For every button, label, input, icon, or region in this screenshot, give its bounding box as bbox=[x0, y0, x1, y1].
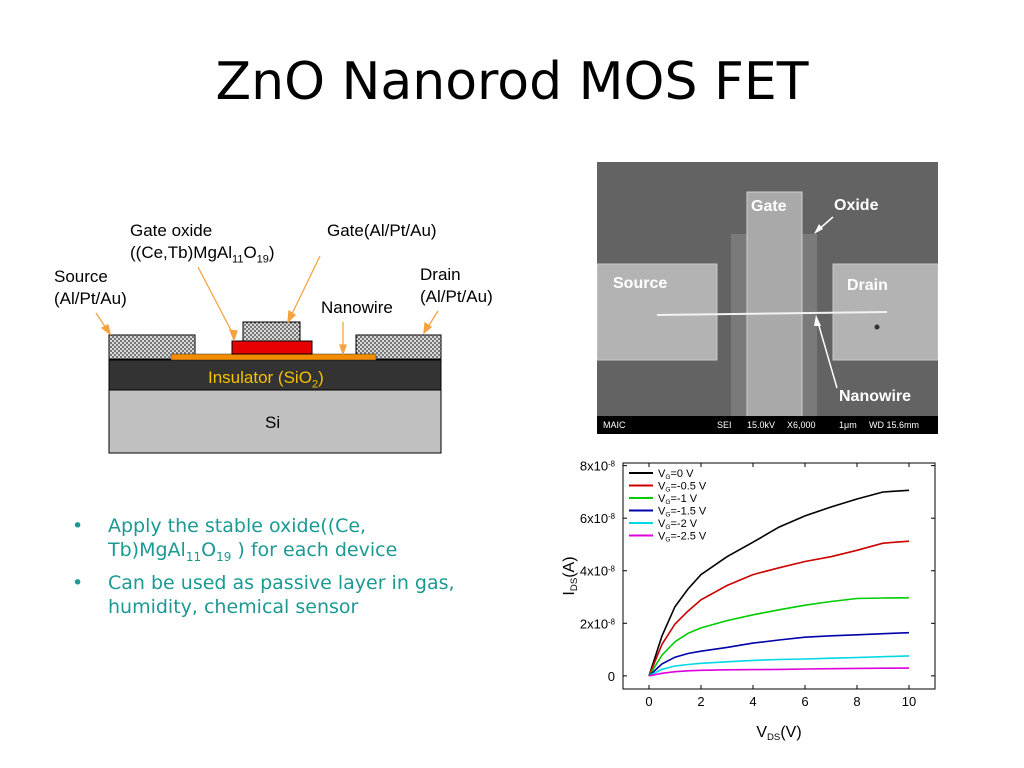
x-tick-label: 2 bbox=[697, 694, 704, 709]
x-tick-label: 8 bbox=[853, 694, 860, 709]
gate-electrode bbox=[242, 321, 301, 342]
y-tick-label: 6x10-8 bbox=[580, 511, 615, 526]
drain-label: Drain (Al/Pt/Au) bbox=[420, 265, 493, 306]
sem-drain-label: Drain bbox=[847, 277, 888, 294]
slide-title: ZnO Nanorod MOS FET bbox=[215, 52, 809, 112]
gate-oxide-layer bbox=[231, 340, 313, 355]
si-label: Si bbox=[265, 413, 281, 432]
x-tick-label: 0 bbox=[645, 694, 652, 709]
bullet-list: • Apply the stable oxide((Ce, Tb)MgAl11O… bbox=[70, 514, 490, 621]
sem-image: Gate Oxide Source Drain Nanowire MAIC SE… bbox=[597, 162, 938, 434]
series-line bbox=[648, 489, 910, 677]
series-line bbox=[648, 667, 910, 677]
insulator-layer bbox=[108, 359, 442, 391]
series-line bbox=[648, 540, 910, 677]
sem-info-bar: MAIC SEI 15.0kV X6,000 1μm WD 15.6mm bbox=[597, 416, 938, 434]
x-axis-label: VDS(V) bbox=[756, 724, 801, 743]
y-tick-label: 2x10-8 bbox=[580, 616, 615, 631]
si-substrate bbox=[108, 389, 442, 454]
x-tick-label: 4 bbox=[749, 694, 756, 709]
y-tick-label: 8x10-8 bbox=[580, 459, 615, 474]
legend-label: VG=-0.5 V bbox=[658, 481, 707, 494]
series-line bbox=[648, 597, 910, 677]
source-electrode bbox=[108, 334, 196, 360]
x-tick-label: 6 bbox=[801, 694, 808, 709]
bullet-item: • Can be used as passive layer in gas, h… bbox=[72, 571, 455, 618]
legend-label: VG=-2 V bbox=[658, 518, 698, 531]
gate-oxide-label: Gate oxide ((Ce,Tb)MgAl11O19) bbox=[130, 221, 275, 266]
y-tick-label: 4x10-8 bbox=[580, 564, 615, 579]
gate-label: Gate(Al/Pt/Au) bbox=[327, 221, 437, 240]
legend-label: VG=-1.5 V bbox=[658, 506, 707, 519]
y-axis-label: IDS(A) bbox=[561, 556, 580, 595]
schematic-drawing bbox=[95, 255, 442, 454]
bullet-icon: • bbox=[72, 515, 84, 537]
insulator-label: Insulator (SiO2) bbox=[208, 368, 324, 391]
series-line bbox=[648, 631, 910, 677]
legend-label: VG=0 V bbox=[658, 468, 694, 481]
gate-strip bbox=[746, 191, 803, 421]
bullet-item: • Apply the stable oxide((Ce, Tb)MgAl11O… bbox=[72, 515, 398, 564]
legend-label: VG=-1 V bbox=[658, 493, 698, 506]
x-tick-label: 10 bbox=[902, 694, 916, 709]
sem-nanowire-label: Nanowire bbox=[839, 388, 912, 405]
sem-oxide-label: Oxide bbox=[834, 197, 879, 214]
sem-drawing bbox=[597, 191, 938, 421]
source-label: Source (Al/Pt/Au) bbox=[54, 267, 127, 308]
legend-label: VG=-2.5 V bbox=[658, 531, 707, 544]
drain-electrode bbox=[355, 334, 442, 360]
y-tick-label: 0 bbox=[608, 669, 615, 684]
nanowire-label: Nanowire bbox=[321, 298, 393, 317]
series-line bbox=[648, 655, 910, 677]
bullet-icon: • bbox=[72, 571, 84, 594]
nanowire-layer bbox=[170, 353, 377, 361]
plot-frame bbox=[622, 462, 936, 690]
nanowire-line bbox=[656, 311, 888, 316]
sem-source-label: Source bbox=[613, 275, 668, 292]
source-pad bbox=[597, 263, 718, 361]
sem-gate-label: Gate bbox=[751, 198, 787, 215]
